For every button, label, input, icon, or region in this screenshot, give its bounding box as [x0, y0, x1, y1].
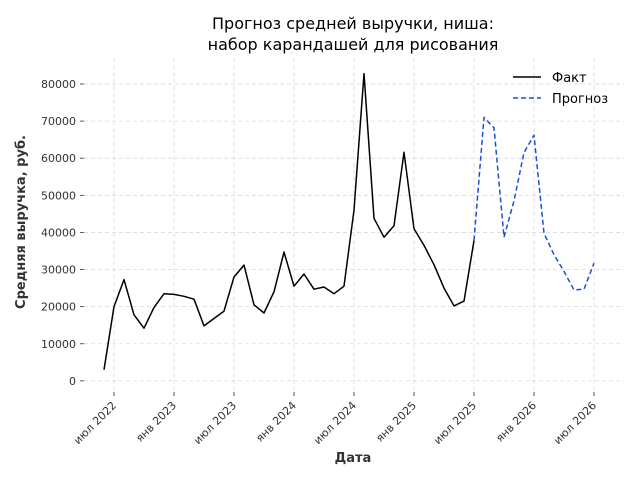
series-line-1	[103, 72, 475, 370]
y-axis-ticks: 0 10000 20000 30000 40000 50000 60000 70000 8000…	[41, 78, 84, 388]
chart-title-line-1: Прогноз средней выручки, ниша:	[212, 14, 494, 33]
y-tick-label: 30000	[41, 264, 76, 277]
x-tick-label: июл 2026	[551, 399, 599, 447]
series-layer	[103, 72, 595, 370]
series-1	[103, 72, 475, 370]
y-tick-label: 0	[69, 375, 76, 388]
x-axis-ticks: июл 2022 янв 2023 июл 2023 янв 2024 июл 2024…	[71, 392, 599, 447]
y-tick-label: 20000	[41, 301, 76, 314]
chart-title: Прогноз средней выручки, ниша: набор кар…	[208, 14, 499, 54]
x-tick-label: янв 2026	[493, 399, 539, 445]
chart-title-line-2: набор карандашей для рисования	[208, 35, 499, 54]
x-tick-label: июл 2025	[431, 399, 479, 447]
legend-label-1: Факт	[552, 71, 587, 86]
legend: Факт Прогноз	[513, 71, 608, 107]
x-tick-label: июл 2022	[71, 399, 119, 447]
x-tick-label: янв 2025	[373, 399, 419, 445]
grid	[84, 58, 624, 392]
y-tick-label: 40000	[41, 226, 76, 239]
y-tick-label: 60000	[41, 152, 76, 165]
y-tick-label: 50000	[41, 189, 76, 202]
series-2	[473, 116, 595, 291]
x-axis-label: Дата	[335, 451, 372, 466]
x-tick-label: янв 2023	[133, 399, 179, 445]
y-tick-label: 70000	[41, 115, 76, 128]
legend-label-2: Прогноз	[552, 92, 608, 107]
x-tick-label: июл 2024	[311, 399, 359, 447]
y-axis-label: Средняя выручка, руб.	[14, 135, 29, 309]
y-tick-label: 10000	[41, 338, 76, 351]
y-tick-label: 80000	[41, 78, 76, 91]
x-tick-label: июл 2023	[191, 399, 239, 447]
x-tick-label: янв 2024	[253, 399, 299, 445]
